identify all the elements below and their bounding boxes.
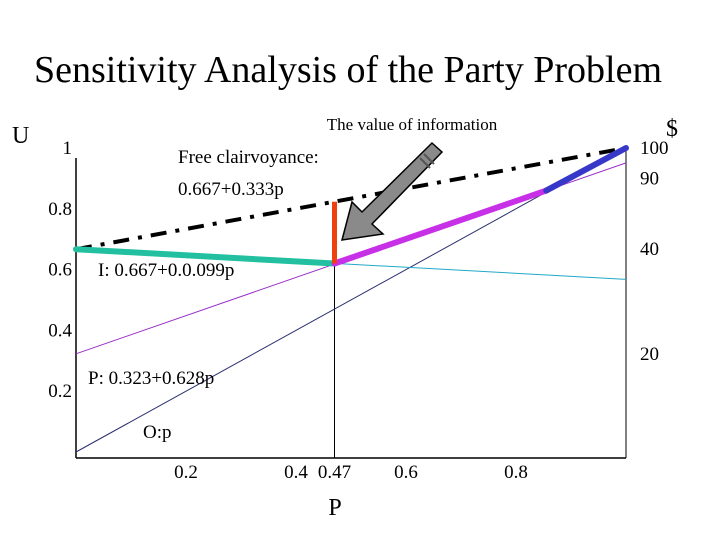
best-segment-0 xyxy=(73,246,338,267)
i-label: I: 0.667+0.0.099p xyxy=(98,260,234,281)
best-decision-layer xyxy=(73,145,629,267)
x-tick-1: 0.4 xyxy=(284,462,308,483)
y-tick-3: 0.8 xyxy=(48,199,72,220)
best-segment-1 xyxy=(331,187,550,267)
y-tick-1: 0.4 xyxy=(48,320,72,341)
right-tick-2: 40 xyxy=(640,239,659,260)
y-axis-label: U xyxy=(12,123,29,149)
p-label: P: 0.323+0.628p xyxy=(88,368,214,389)
arrow-icon xyxy=(340,141,444,241)
voi-annotation: The value of information xyxy=(327,115,498,134)
right-tick-1: 90 xyxy=(640,168,659,189)
right-axis-label: $ xyxy=(666,116,678,142)
right-tick-3: 20 xyxy=(640,344,659,365)
x-tick-2: 0.47 xyxy=(318,462,351,483)
chart-title: Sensitivity Analysis of the Party Proble… xyxy=(34,49,662,91)
x-tick-3: 0.6 xyxy=(394,462,418,483)
right-tick-0: 100 xyxy=(640,138,669,159)
x-axis-label: P xyxy=(328,495,341,521)
x-tick-0: 0.2 xyxy=(174,462,198,483)
fc-label-2: 0.667+0.333p xyxy=(178,179,284,200)
y-tick-4: 1 xyxy=(63,138,73,159)
x-tick-4: 0.8 xyxy=(504,462,528,483)
fc-label-1: Free clairvoyance: xyxy=(178,147,319,168)
series-line-FC xyxy=(75,146,627,252)
best-segment-2 xyxy=(543,145,629,194)
o-label: O:p xyxy=(143,422,172,443)
y-tick-2: 0.6 xyxy=(48,260,72,281)
y-tick-0: 0.2 xyxy=(48,381,72,402)
series-line-O xyxy=(75,147,627,453)
ticks-layer: 0.2 0.4 0.47 0.6 0.8 0.2 0.4 0.6 0.8 1 100 90 40 20 xyxy=(48,138,668,483)
